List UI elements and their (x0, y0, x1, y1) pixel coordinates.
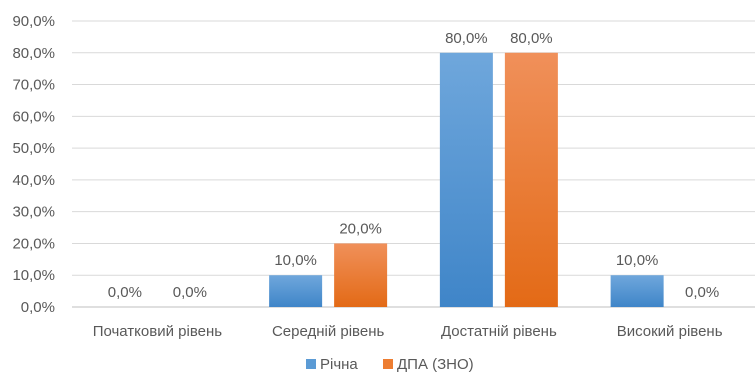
y-tick-label: 20,0% (12, 235, 55, 252)
data-label: 0,0% (173, 284, 207, 301)
data-label: 10,0% (616, 252, 659, 269)
data-label: 10,0% (274, 252, 317, 269)
gridlines (72, 20, 755, 308)
y-axis: 0,0% 10,0% 20,0% 30,0% 40,0% 50,0% 60,0% 70,0% 8… (12, 13, 55, 316)
y-tick-label: 90,0% (12, 13, 55, 30)
data-label: 80,0% (510, 30, 553, 47)
legend-swatch (306, 359, 316, 369)
y-tick-label: 50,0% (12, 140, 55, 157)
data-label: 20,0% (339, 220, 382, 237)
y-tick-label: 80,0% (12, 45, 55, 62)
y-tick-label: 30,0% (12, 204, 55, 221)
y-tick-label: 10,0% (12, 267, 55, 284)
bar-dpa (504, 52, 558, 308)
bar-richna (439, 52, 493, 308)
bar-richna (610, 275, 664, 307)
category-label: Достатній рівень (441, 323, 557, 340)
y-tick-label: 40,0% (12, 172, 55, 189)
category-label: Високий рівень (617, 323, 723, 340)
y-tick-label: 0,0% (21, 299, 55, 316)
bar-richna (269, 275, 323, 307)
legend-swatch (383, 359, 393, 369)
legend-label: Річна (320, 356, 358, 373)
bars (269, 52, 664, 308)
data-label: 0,0% (685, 284, 719, 301)
category-label: Початковий рівень (93, 323, 223, 340)
x-axis: Початковий рівень Середній рівень Достатні… (93, 323, 723, 340)
data-label: 0,0% (108, 284, 142, 301)
legend: Річна ДПА (ЗНО) (306, 356, 474, 373)
y-tick-label: 60,0% (12, 108, 55, 125)
category-label: Середній рівень (272, 323, 385, 340)
bar-dpa (334, 243, 388, 307)
legend-label: ДПА (ЗНО) (397, 356, 474, 373)
data-label: 80,0% (445, 30, 488, 47)
data-labels: 0,0% 0,0% 10,0% 20,0% 80,0% 80,0% 10,0% 0,0% (108, 30, 719, 301)
y-tick-label: 70,0% (12, 77, 55, 94)
